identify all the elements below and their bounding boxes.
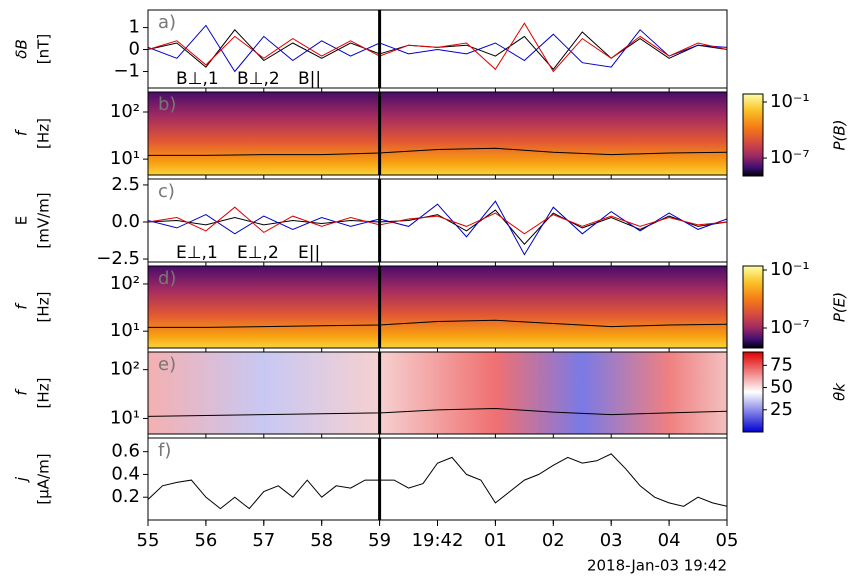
axes-frame <box>147 437 728 521</box>
y-tick-label: 0.0 <box>111 211 140 232</box>
y-tick-label: 0.4 <box>111 463 140 484</box>
y-tick-label: 2.5 <box>111 174 140 195</box>
x-axis-label: 2018-Jan-03 19:42 <box>587 557 727 575</box>
y-tick-label: 1 <box>129 17 140 38</box>
y-axis-label: f <box>13 302 31 310</box>
legend-entry: B⊥,2 <box>237 69 280 89</box>
panel-label: d) <box>158 268 176 289</box>
line <box>148 200 727 256</box>
y-axis-label: [Hz] <box>35 292 53 323</box>
legend-entry: B⊥,1 <box>176 69 219 89</box>
y-tick-label: 10¹ <box>110 148 140 169</box>
line <box>148 147 727 156</box>
legend-entry: E|| <box>298 243 320 263</box>
colorbar-label: P(B) <box>831 119 849 150</box>
y-tick-label: 0.6 <box>111 441 140 462</box>
x-tick-label: 02 <box>542 530 565 551</box>
colorbar-tick-label: 75 <box>770 354 793 375</box>
line <box>148 24 727 73</box>
y-axis-label: E <box>13 216 31 225</box>
y-tick-label: 10² <box>110 273 140 294</box>
line <box>148 22 727 73</box>
colorbar <box>742 351 764 433</box>
colorbar-tick-label: 10⁻⁷ <box>770 147 810 168</box>
y-axis-label: δB <box>13 39 31 58</box>
line <box>148 319 727 328</box>
colorbar-tick-label: 10⁻⁷ <box>770 317 810 338</box>
y-tick-label: −2.5 <box>96 248 140 269</box>
panel-label: f) <box>158 440 171 461</box>
panel-label: e) <box>158 354 176 375</box>
colorbar-tick-label: 25 <box>770 399 793 420</box>
panel-label: b) <box>158 94 176 115</box>
x-tick-label: 03 <box>600 530 623 551</box>
legend-entry: B|| <box>298 69 321 89</box>
spectrogram <box>148 352 727 434</box>
y-axis-label: [Hz] <box>35 378 53 409</box>
x-tick-label: 56 <box>194 530 217 551</box>
x-tick-label: 55 <box>137 530 160 551</box>
legend-entry: E⊥,1 <box>176 243 218 263</box>
panel-label: c) <box>158 181 175 202</box>
y-axis-label: j <box>13 476 31 483</box>
y-axis-label: [Hz] <box>35 118 53 149</box>
colorbar <box>742 265 764 349</box>
x-tick-label: 04 <box>658 530 681 551</box>
y-axis-label: f <box>13 128 31 136</box>
line <box>148 209 727 245</box>
colorbar-label: P(E) <box>831 292 849 322</box>
y-axis-label: f <box>13 388 31 396</box>
legend-entry: E⊥,2 <box>237 243 279 263</box>
line <box>148 407 727 417</box>
colorbar-tick-label: 50 <box>770 377 793 398</box>
y-tick-label: 10¹ <box>110 407 140 428</box>
y-tick-label: 10² <box>110 359 140 380</box>
spectrogram <box>148 92 727 175</box>
x-tick-label: 58 <box>310 530 333 551</box>
y-tick-label: −1 <box>113 61 140 82</box>
y-axis-label: [mV/m] <box>35 192 53 248</box>
colorbar-label: θk <box>831 382 849 401</box>
colorbar-tick-label: 10⁻¹ <box>770 91 810 112</box>
y-tick-label: 0 <box>129 39 140 60</box>
spectrogram <box>148 266 727 348</box>
x-tick-label: 57 <box>252 530 275 551</box>
x-tick-label: 05 <box>716 530 739 551</box>
panel-label: a) <box>158 12 176 33</box>
y-tick-label: 0.2 <box>111 486 140 507</box>
colorbar <box>742 93 764 177</box>
y-axis-label: [μA/m] <box>35 453 53 504</box>
x-tick-label: 01 <box>484 530 507 551</box>
line <box>148 453 727 510</box>
y-tick-label: 10¹ <box>110 320 140 341</box>
x-tick-label: 59 <box>368 530 391 551</box>
y-axis-label: [nT] <box>35 34 53 64</box>
line <box>148 206 727 235</box>
y-tick-label: 10² <box>110 101 140 122</box>
axes-frame <box>147 178 728 263</box>
colorbar-tick-label: 10⁻¹ <box>770 259 810 280</box>
x-tick-label: 19:42 <box>412 530 464 551</box>
